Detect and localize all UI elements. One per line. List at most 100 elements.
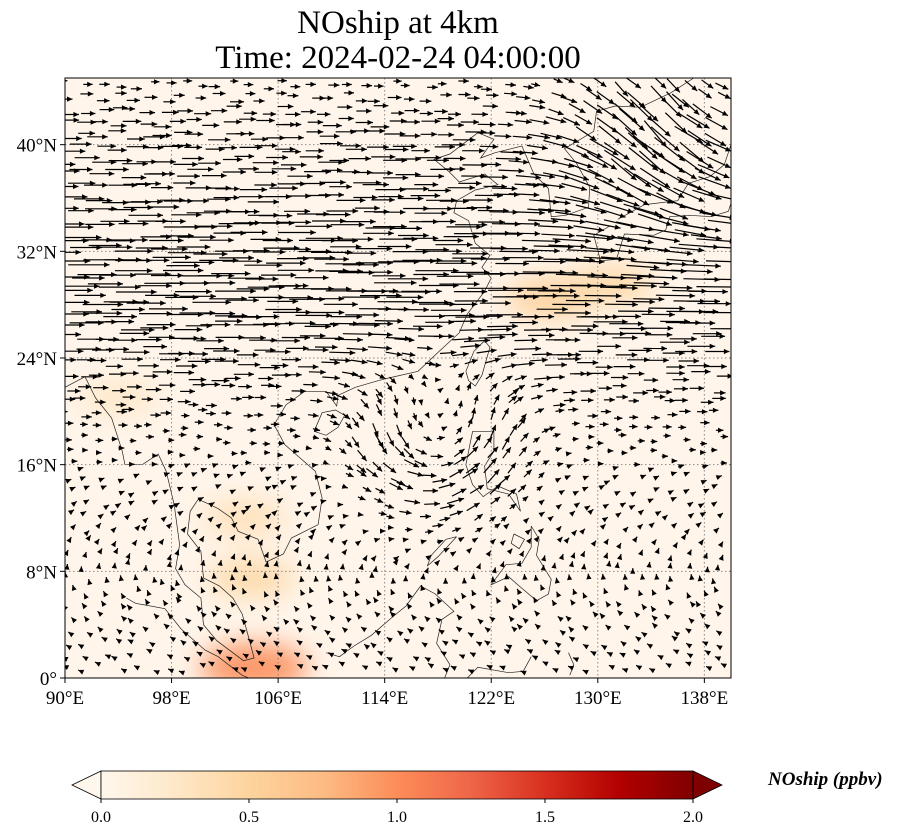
wind-vector-338 (215, 186, 240, 192)
wind-vector-1708 (511, 603, 518, 610)
wind-vector-102 (391, 110, 405, 116)
wind-vector-454 (100, 218, 130, 224)
wind-vector-1182 (618, 432, 627, 438)
wind-vector-1634 (640, 574, 646, 580)
wind-vector-1262 (583, 457, 590, 463)
wind-vector-237 (576, 144, 603, 159)
wind-vector-1130 (441, 426, 448, 432)
wind-vector-278 (580, 154, 609, 169)
wind-vector-435 (466, 205, 493, 211)
wind-vector-1873 (526, 648, 534, 655)
wind-vector-1329 (341, 483, 348, 489)
wind-vector-942 (704, 363, 727, 370)
wind-vector-1195 (167, 449, 174, 455)
wind-vector-1592 (614, 562, 620, 569)
wind-vector-1340 (517, 484, 527, 493)
wind-vector-1818 (296, 639, 303, 646)
wind-vector-1732 (225, 613, 232, 620)
wind-vector-710 (267, 298, 299, 304)
wind-vector-1172 (454, 437, 464, 445)
wind-vector-1382 (538, 499, 545, 506)
wind-vector-923 (402, 358, 416, 364)
wind-vector-1051 (493, 394, 500, 405)
wind-vector-26 (480, 86, 493, 92)
wind-vector-114 (583, 100, 603, 114)
wind-vector-510 (340, 236, 374, 242)
wind-vector-148 (460, 119, 479, 125)
wind-vector-1759 (664, 613, 671, 620)
wind-vector-52 (245, 91, 256, 97)
wind-vector-732 (615, 299, 656, 305)
wind-vector-1530 (274, 549, 280, 556)
wind-vector-1572 (296, 560, 302, 567)
wind-vector-167 (108, 128, 127, 134)
wind-vector-1661 (407, 592, 413, 599)
wind-vector-110 (510, 110, 527, 116)
wind-vector-20 (393, 78, 402, 84)
wind-vector-1674 (624, 584, 629, 591)
wind-vector-1560 (95, 563, 102, 569)
wind-vector-1613 (299, 576, 305, 583)
wind-vector-1294 (432, 478, 448, 484)
wind-vector-1531 (293, 546, 300, 554)
wind-vector-869 (188, 351, 208, 357)
wind-vector-238 (589, 138, 619, 156)
wind-vector-932 (544, 362, 568, 368)
wind-vector-1723 (83, 616, 90, 623)
wind-vector-1828 (451, 639, 459, 645)
wind-vector-417 (171, 212, 202, 218)
wind-vector-1179 (572, 436, 579, 442)
wind-vector-1805 (77, 643, 85, 650)
colorbar-tick-label: 1.5 (535, 809, 555, 826)
wind-vector-123 (65, 117, 80, 123)
x-axis-ticks: 90°E 98°E 106°E 114°E 122°E 130°E 138°E (46, 678, 728, 709)
wind-vector-987 (112, 388, 126, 394)
wind-vector-503 (230, 229, 268, 235)
wind-vector-1762 (715, 610, 722, 617)
wind-vector-259 (266, 154, 288, 161)
wind-vector-14 (290, 84, 301, 90)
wind-vector-1545 (518, 550, 525, 557)
wind-vector-1413 (378, 510, 387, 516)
wind-vector-1422 (522, 517, 530, 524)
wind-vector-1376 (440, 503, 455, 510)
wind-vector-1254 (454, 455, 468, 466)
wind-vector-320 (588, 168, 615, 184)
wind-vector-187 (437, 132, 455, 138)
wind-vector-1645 (146, 589, 152, 597)
wind-vector-943 (65, 373, 79, 379)
wind-vector-1212 (430, 453, 444, 459)
wind-vector-1471 (648, 522, 655, 529)
wind-vector-939 (666, 364, 685, 370)
wind-vector-1004 (386, 382, 393, 392)
wind-vector-1240 (231, 464, 239, 470)
wind-vector-803 (449, 318, 476, 324)
wind-vector-897 (643, 345, 668, 352)
wind-vector-1430 (654, 510, 662, 517)
wind-vector-946 (109, 371, 127, 377)
wind-vector-1082 (326, 413, 337, 419)
wind-vector-979 (643, 377, 659, 383)
wind-vector-847 (487, 331, 518, 337)
y-tick-label: 16°N (17, 456, 58, 477)
wind-vector-857 (659, 339, 690, 345)
wind-vector-129 (153, 124, 172, 130)
wind-vector-1158 (222, 440, 231, 446)
wind-vector-1868 (440, 650, 447, 657)
wind-vector-381 (247, 199, 279, 205)
wind-vector-1134 (509, 423, 518, 436)
wind-vector-1490 (294, 537, 301, 545)
wind-vector-1201 (263, 450, 270, 456)
wind-vector-2 (99, 81, 110, 87)
wind-vector-1018 (612, 383, 627, 389)
wind-vector-293 (148, 171, 175, 177)
wind-vector-1379 (490, 496, 501, 505)
wind-vector-1270 (720, 460, 727, 466)
wind-vector-1267 (671, 458, 678, 464)
wind-vector-1665 (471, 589, 477, 597)
wind-vector-164 (65, 135, 82, 142)
wind-vector-1241 (245, 460, 252, 466)
wind-vector-1769 (163, 623, 170, 630)
wind-vector-416 (147, 204, 180, 210)
wind-vector-1801 (685, 627, 692, 634)
